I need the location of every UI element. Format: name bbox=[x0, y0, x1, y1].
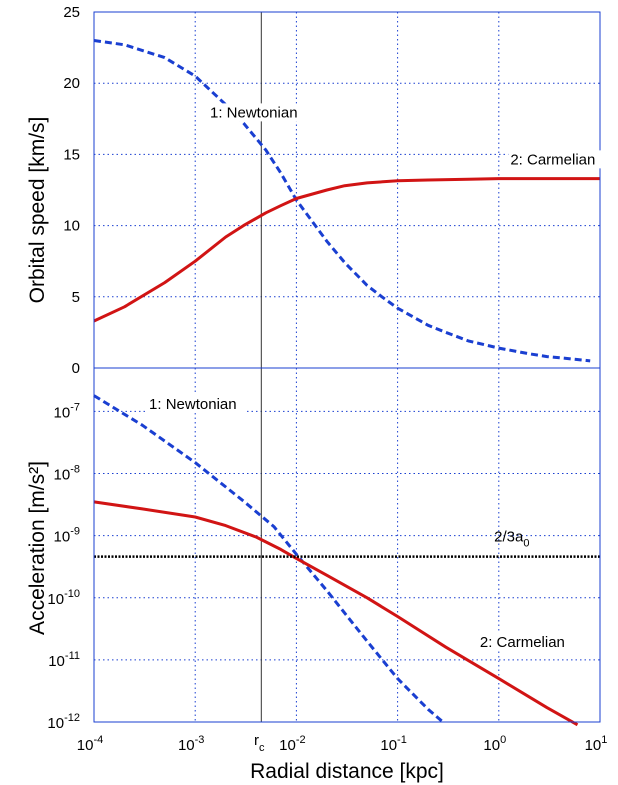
top-panel-frame bbox=[93, 11, 601, 369]
bottom-annotation-a0-label: 2/3a0 bbox=[494, 529, 529, 550]
bottom-y-axis-label: Acceleration [m/s²] bbox=[26, 461, 49, 635]
bottom-y-tick-label: 10-11 bbox=[48, 650, 80, 670]
top-y-tick-label: 5 bbox=[72, 289, 80, 306]
bottom-y-tick-label: 10-9 bbox=[54, 526, 80, 546]
top-series-1-newtonian bbox=[93, 39, 591, 363]
bottom-series-1-newtonian bbox=[93, 394, 444, 724]
bottom-annotation-bg bbox=[477, 633, 576, 652]
bottom-panel-frame bbox=[93, 367, 601, 723]
top-annotation-bg bbox=[207, 103, 306, 122]
top-annotation-2-carmelian: 2: Carmelian bbox=[510, 151, 595, 168]
top-panel-series bbox=[93, 39, 600, 363]
bottom-panel-grid bbox=[94, 368, 600, 722]
x-tick-label: 10-1 bbox=[380, 734, 406, 754]
x-tick-labels: 10-4 10-3 10-2 10-1 100 101 rc bbox=[77, 732, 608, 754]
top-annotation-1-newtonian: 1: Newtonian bbox=[210, 104, 298, 121]
top-annotation-bg bbox=[508, 150, 607, 169]
bottom-y-tick-label: 10-8 bbox=[54, 464, 80, 484]
x-tick-label: 100 bbox=[483, 734, 506, 754]
x-tick-label: 10-2 bbox=[279, 734, 305, 754]
bottom-y-tick-label: 10-10 bbox=[47, 588, 80, 608]
bottom-annotation-bg bbox=[147, 394, 246, 413]
bottom-y-tick-label: 10-7 bbox=[54, 401, 80, 421]
x-tick-label: 101 bbox=[585, 734, 608, 754]
bottom-y-tick-labels: 10-12 10-11 10-10 10-9 10-8 10-7 bbox=[47, 401, 80, 732]
bottom-annotation-1-newtonian: 1: Newtonian bbox=[149, 396, 237, 413]
x-tick-label: 10-4 bbox=[77, 734, 103, 754]
annotations: 1: Newtonian 2: Carmelian 1: Newtonian 2: C… bbox=[147, 103, 607, 652]
bottom-panel-series bbox=[93, 394, 600, 727]
top-panel-grid bbox=[94, 12, 600, 368]
top-y-tick-label: 20 bbox=[63, 75, 80, 92]
top-y-tick-label: 10 bbox=[63, 218, 80, 235]
rc-label: rc bbox=[254, 732, 265, 754]
top-y-tick-label: 15 bbox=[63, 146, 80, 163]
top-y-tick-label: 0 bbox=[72, 360, 80, 377]
top-series-2-carmelian bbox=[93, 177, 600, 323]
top-y-axis-label: Orbital speed [km/s] bbox=[26, 117, 49, 304]
bottom-series-2-carmelian bbox=[93, 500, 579, 727]
x-tick-label: 10-3 bbox=[178, 734, 204, 754]
top-y-tick-labels: 0 5 10 15 20 25 bbox=[63, 4, 80, 377]
bottom-y-tick-label: 10-12 bbox=[47, 712, 80, 732]
bottom-annotation-2-carmelian: 2: Carmelian bbox=[480, 634, 565, 651]
panel-frames bbox=[93, 11, 601, 723]
x-axis-label: Radial distance [kpc] bbox=[250, 760, 444, 783]
top-y-tick-label: 25 bbox=[63, 4, 80, 21]
